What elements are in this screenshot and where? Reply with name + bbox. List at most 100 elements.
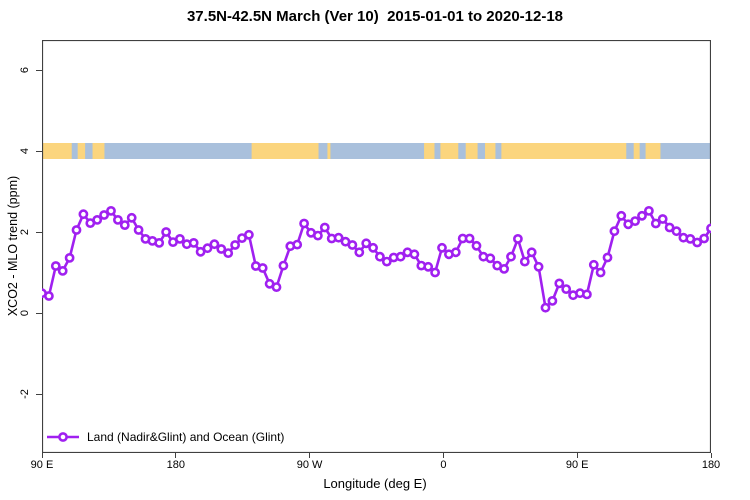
data-point [312,230,323,241]
chart-title: 37.5N-42.5N March (Ver 10) 2015-01-01 to… [186,8,564,25]
data-point [174,233,185,244]
map-band-land [251,143,319,159]
data-point [512,233,523,244]
data-point [368,242,378,253]
data-point [499,263,509,274]
data-point [395,251,406,262]
data-point [257,263,268,273]
data-point [354,247,365,258]
data-point [99,210,109,220]
data-point [616,210,627,221]
data-point [588,259,599,270]
map-band-land [440,143,459,159]
data-point [154,237,165,248]
map-band-land [465,143,478,159]
tick-mark [36,312,42,314]
data-point [547,295,558,306]
data-point [133,225,144,235]
data-point [319,222,330,233]
tick-mark [175,453,177,458]
data-point [582,289,592,300]
data-point [699,233,709,244]
data-point [671,226,682,237]
data-point [485,253,496,264]
data-point [161,227,171,237]
data-point [533,261,544,272]
plot-area [42,40,711,453]
tick-mark [36,150,42,152]
data-point [278,260,289,271]
x-tick-label: 90 W [296,459,323,471]
x-tick-label: 180 [701,459,721,471]
data-point [223,248,234,258]
x-tick-label: 180 [166,459,185,471]
data-point [381,256,392,267]
legend-label: Land (Nadir&Glint) and Ocean (Glint) [87,430,285,444]
tick-mark [442,453,444,458]
data-point [361,238,372,249]
data-point [602,252,613,263]
data-point [44,291,54,301]
data-point [471,240,482,251]
x-tick-label: 90 E [30,459,54,471]
data-point [595,267,606,278]
data-point [106,205,116,216]
data-point [202,243,213,254]
map-band-land [645,143,661,159]
data-point [113,214,123,225]
data-point [243,229,254,240]
tick-mark [41,453,43,458]
data-point [50,261,61,271]
plot-border [42,40,711,453]
data-point [526,247,537,258]
data-point [540,302,551,313]
map-band-land [77,143,86,159]
data-point [64,252,75,263]
data-point [209,239,220,250]
map-band-land [92,143,105,159]
x-tick-label: 90 E [565,459,589,471]
y-tick-label: -2 [19,389,31,399]
map-band-land [327,143,331,159]
data-point [216,244,227,254]
data-point [630,216,640,226]
data-point [692,237,703,248]
data-point [292,239,303,250]
data-point [430,267,440,278]
y-tick-label: 2 [19,228,31,236]
data-point [423,261,434,272]
data-point [57,265,68,276]
y-tick-label: 6 [19,66,31,74]
data-point [706,223,711,234]
data-point [437,242,447,253]
data-point [450,247,461,258]
data-point [644,205,654,216]
data-point [92,214,103,225]
data-point [299,218,309,229]
data-point [637,210,647,221]
y-tick-label: 4 [19,147,31,155]
data-point [78,209,89,220]
y-axis-title: XCO2 - MLO trend (ppm) [6,175,20,317]
data-point [119,220,130,230]
data-point [71,225,82,235]
data-point [464,233,475,244]
data-point [230,240,240,250]
data-point [347,240,358,250]
tick-mark [576,453,578,458]
data-point [650,218,661,229]
map-band-land [633,143,640,159]
data-point [271,282,282,292]
x-axis-title: Longitude (deg E) [323,476,427,491]
legend-line-icon [47,432,79,442]
tick-mark [309,453,311,458]
data-point [664,222,675,233]
map-band-land [501,143,627,159]
data-point [657,214,668,224]
legend: Land (Nadir&Glint) and Ocean (Glint) [46,429,284,445]
x-tick-label: 0 [440,459,447,471]
data-point [506,251,516,262]
tick-mark [36,69,42,71]
data-point [519,256,530,267]
data-point [409,249,420,260]
